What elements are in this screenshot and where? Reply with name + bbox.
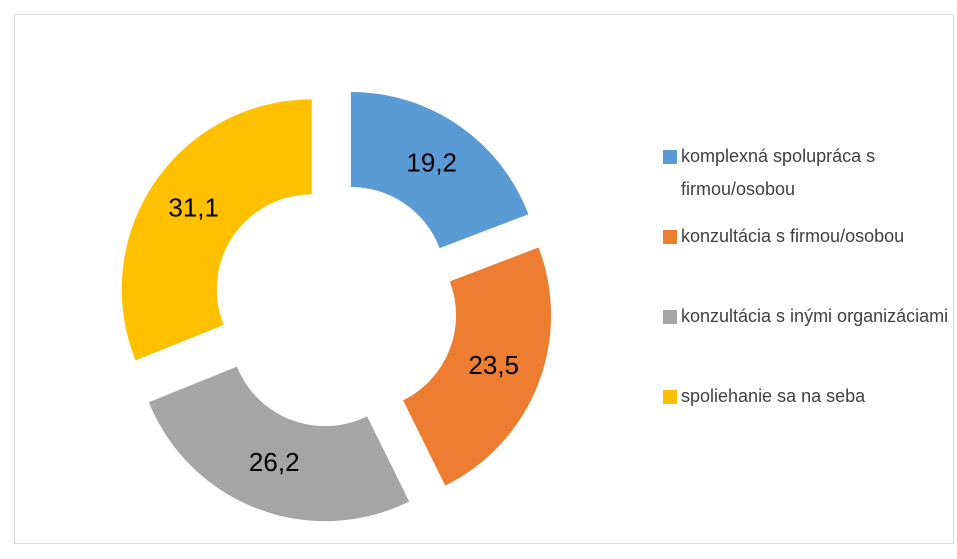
legend-item: komplexná spolupráca s firmou/osobou (663, 140, 953, 206)
legend-label: spoliehanie sa na seba (681, 386, 866, 406)
chart-frame (14, 14, 954, 544)
slice (350, 91, 529, 249)
legend-item: konzultácia s inými organizáciami (663, 300, 953, 333)
legend-item: konzultácia s firmou/osobou (663, 220, 953, 253)
legend-item: spoliehanie sa na seba (663, 380, 953, 413)
legend-label: konzultácia s inými organizáciami (681, 306, 949, 326)
legend-label: konzultácia s firmou/osobou (681, 226, 905, 246)
legend-swatch (663, 390, 677, 404)
slice (121, 99, 312, 361)
data-label: 31,1 (168, 192, 219, 222)
data-label: 23,5 (468, 350, 519, 380)
data-label: 19,2 (406, 147, 457, 177)
slice (148, 366, 410, 522)
legend-swatch (663, 150, 677, 164)
legend-swatch (663, 310, 677, 324)
data-label: 26,2 (249, 447, 300, 477)
legend-swatch (663, 230, 677, 244)
legend-label: komplexná spolupráca s firmou/osobou (681, 146, 876, 199)
slice (403, 247, 552, 486)
